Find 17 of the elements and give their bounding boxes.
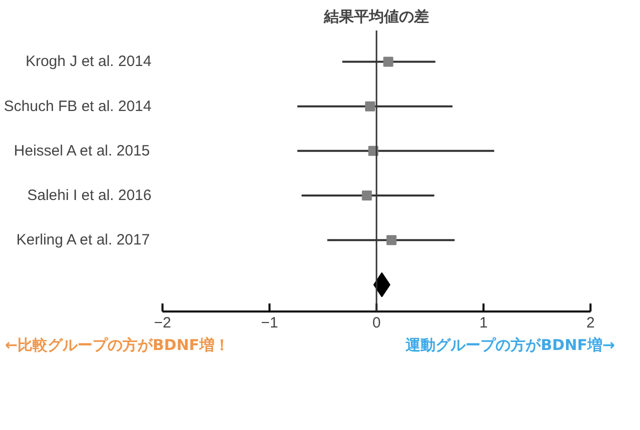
y-tick-label: Heissel A et al. 2015 — [14, 142, 150, 160]
x-tick-label: −2 — [154, 314, 172, 332]
y-tick-label: Schuch FB et al. 2014 — [4, 98, 152, 115]
text: ←比較グループの方がBDNF増！ — [5, 335, 230, 356]
text: 運動グループの方がBDNF増→ — [406, 335, 615, 356]
point — [383, 56, 394, 67]
point — [362, 190, 372, 201]
chart-title: 結果平均値の差 — [323, 8, 429, 26]
x-tick-label: −1 — [260, 314, 278, 332]
point — [365, 101, 376, 112]
y-tick-label: Salehi I et al. 2016 — [27, 187, 152, 204]
point — [386, 235, 396, 246]
y-tick-label: Krogh J et al. 2014 — [26, 53, 152, 70]
x-tick-label: 0 — [372, 314, 381, 332]
y-tick-label: Kerling A et al. 2017 — [16, 232, 150, 249]
x-tick-label: 1 — [479, 314, 488, 332]
x-tick-label: 2 — [586, 314, 595, 332]
